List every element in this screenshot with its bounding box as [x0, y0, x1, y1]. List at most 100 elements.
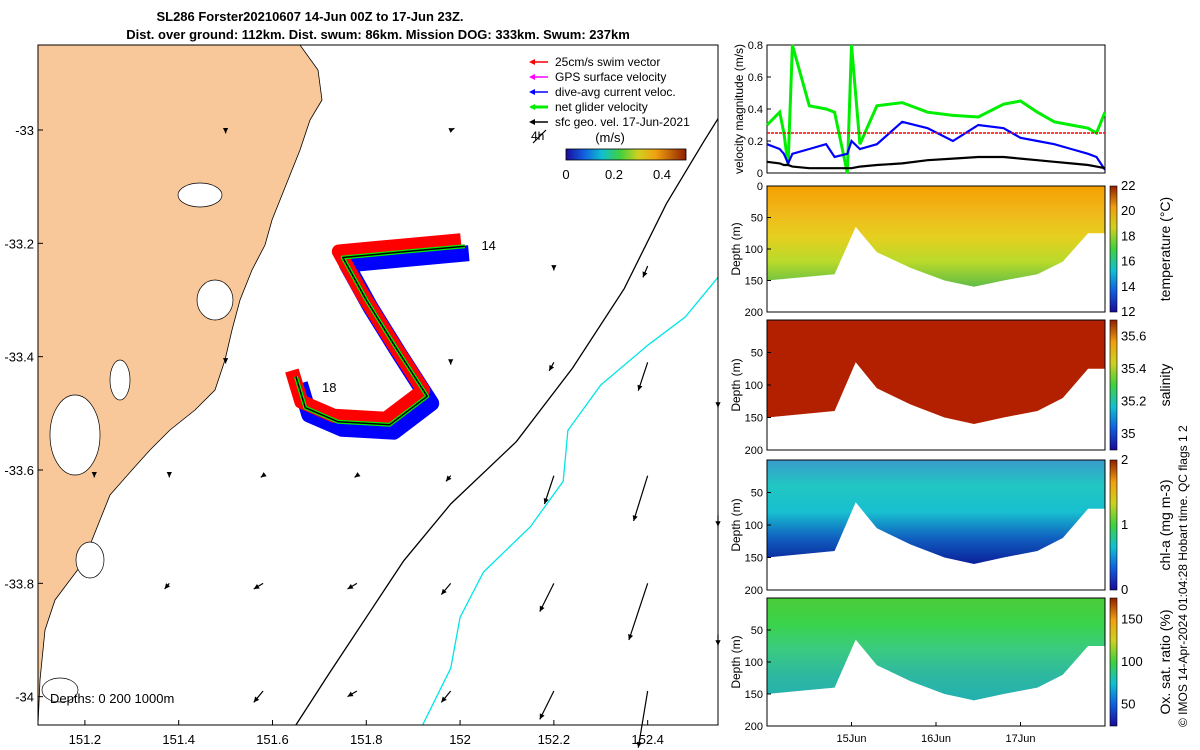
lake-3 [109, 359, 131, 401]
geo-vector-18 [253, 582, 264, 590]
section-panel-temperature: 0 50 100 150 200 Depth (m) 12 14 16 18 20 22 tempera… [729, 178, 1173, 319]
map-ytick-label-0: -33 [15, 123, 34, 138]
section-ytick-label-1: 100 [745, 380, 763, 392]
geo-vector-0 [222, 127, 229, 134]
colorbar-tick-3: 18 [1121, 228, 1135, 243]
shelf-contour [295, 118, 719, 726]
colorbar-tick-2: 16 [1121, 254, 1135, 269]
colorbar-tick-5: 22 [1121, 178, 1135, 193]
colorbar-label: chl-a (mg m-3) [1157, 479, 1173, 570]
section-ytick-label-3: 200 [745, 585, 763, 597]
map-xtick-label-3: 151.8 [350, 732, 383, 747]
map-ytick-label-3: -33.6 [4, 463, 34, 478]
day-label-0: 14 [481, 238, 495, 253]
section-ytick-label-2: 150 [745, 413, 763, 425]
geo-vector-22 [628, 583, 649, 641]
colorbar-unit: (m/s) [595, 130, 625, 145]
velocity-ytick-label-3: 0.6 [748, 72, 763, 84]
geo-vector-19 [347, 582, 358, 590]
section-ytick-label-1: 100 [745, 520, 763, 532]
colorbar-tick-1: 100 [1121, 654, 1143, 669]
map-xtick-label-2: 151.6 [256, 732, 289, 747]
velocity-series-0 [765, 44, 1107, 174]
section-fill [767, 598, 1105, 701]
geo-vector-24 [253, 690, 264, 703]
section-ytick-label-3: 200 [745, 721, 763, 733]
section-ylabel: Depth (m) [729, 222, 743, 275]
colorbar-tick-2: 150 [1121, 611, 1143, 626]
map-panel: 14 18 151.2 151.4 151.6 151.8 152 152.2 152.4 -3… [4, 44, 721, 748]
map-xtick-label-1: 151.4 [162, 732, 195, 747]
section-ytick-label-1: 100 [745, 657, 763, 669]
geo-vector-27 [539, 690, 555, 720]
velocity-ylabel: velocity magnitude (m/s) [732, 44, 746, 174]
figure-title-line2: Dist. over ground: 112km. Dist. swum: 86… [126, 27, 630, 42]
legend-item-1: GPS surface velocity [529, 70, 666, 84]
legend-label-1: GPS surface velocity [555, 70, 666, 84]
time-xtick-label-2: 17Jun [1006, 733, 1036, 745]
geo-vector-9 [91, 471, 97, 478]
legend-item-0: 25cm/s swim vector [529, 55, 660, 69]
figure-title-line1: SL286 Forster20210607 14-Jun 00Z to 17-J… [156, 9, 463, 24]
map-ytick-label-4: -33.8 [4, 576, 34, 591]
section-ylabel: Depth (m) [729, 635, 743, 688]
map-xtick-label-5: 152.2 [538, 732, 571, 747]
section-ylabel: Depth (m) [729, 498, 743, 551]
geo-vector-20 [440, 582, 452, 596]
geo-vector-6 [548, 362, 555, 372]
geo-vector-2 [551, 265, 557, 271]
colorbar-tick-3: 35.6 [1121, 328, 1146, 343]
section-ytick-label-0: 50 [751, 348, 763, 360]
velocity-plot-area [766, 44, 1106, 174]
scale-arrow-label: 4h [531, 129, 544, 143]
legend-item-3: net glider velocity [529, 100, 648, 114]
section-ytick-label-0: 50 [751, 488, 763, 500]
map-colorbar [565, 148, 687, 161]
velocity-ytick-label-1: 0.2 [748, 136, 763, 148]
map-colorbar-tick-0: 0 [562, 167, 569, 182]
legend-item-2: dive-avg current veloc. [529, 85, 676, 99]
scale-arrow: 4h [531, 129, 547, 144]
map-colorbar-tick-2: 0.4 [653, 167, 671, 182]
section-ytick-label-0: 0 [757, 181, 763, 193]
lake-5 [41, 677, 79, 703]
geo-vector-4 [448, 359, 454, 365]
map-xtick-label-0: 151.2 [69, 732, 102, 747]
colorbar-tick-2: 35.4 [1121, 361, 1146, 376]
colorbar-tick-1: 14 [1121, 279, 1135, 294]
land-area [37, 44, 323, 726]
velocity-series-2 [766, 155, 1106, 170]
credit-text: © IMOS 14-Apr-2024 01:04:28 Hobart time.… [1176, 425, 1190, 727]
colorbar-tick-0: 35 [1121, 426, 1135, 441]
geo-vector-28 [636, 690, 649, 748]
map-colorbar-tick-1: 0.2 [605, 167, 623, 182]
colorbar-tick-0: 0 [1121, 582, 1128, 597]
section-fill [767, 186, 1105, 287]
geo-vector-3 [642, 265, 649, 278]
colorbar-tick-1: 1 [1121, 517, 1128, 532]
section-panel-oxygen-saturation: 50 100 150 200 Depth (m) 50 100 150 Ox. sat. rat… [729, 597, 1173, 745]
section-panel-chl-a: 50 100 150 200 Depth (m) 0 1 2 chl-a (mg m-3) [729, 452, 1173, 597]
glider-track [295, 245, 465, 426]
colorbar-label: salinity [1157, 364, 1173, 407]
geo-vector-10 [166, 471, 172, 478]
section-fill [767, 320, 1105, 424]
time-xtick-label-1: 16Jun [921, 733, 951, 745]
section-ytick-label-2: 150 [745, 689, 763, 701]
time-xtick-label-0: 15Jun [837, 733, 867, 745]
legend-label-4: sfc geo. vel. 17-Jun-2021 [555, 115, 690, 129]
colorbar-tick-0: 12 [1121, 304, 1135, 319]
colorbar-tick-1: 35.2 [1121, 393, 1146, 408]
section-panel-salinity: 50 100 150 200 Depth (m) 35 35.2 35.4 35.6 salini… [729, 319, 1173, 457]
colorbar-tick-4: 20 [1121, 203, 1135, 218]
lake-2 [49, 394, 101, 476]
slope-contour [422, 276, 719, 726]
map-ytick-label-1: -33.2 [4, 236, 34, 251]
section-ytick-label-4: 200 [745, 307, 763, 319]
map-frame [37, 44, 719, 726]
geo-vector-11 [260, 472, 267, 478]
geo-vector-21 [539, 583, 555, 612]
